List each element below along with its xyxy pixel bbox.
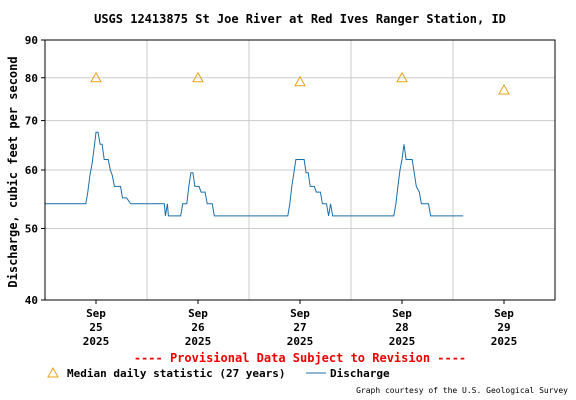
x-tick-label: 2025 — [287, 335, 314, 348]
provisional-warning: ---- Provisional Data Subject to Revisio… — [134, 351, 466, 365]
plot-area-border — [44, 39, 556, 301]
median-marker — [498, 83, 510, 95]
median-marker-layer — [90, 71, 510, 95]
x-tick-layer: Sep252025Sep262025Sep272025Sep282025Sep2… — [83, 300, 518, 348]
x-tick-label: 27 — [293, 321, 306, 334]
x-tick-label: Sep — [188, 307, 208, 320]
median-marker — [192, 71, 204, 83]
y-tick-label: 50 — [25, 222, 38, 235]
grid-layer — [45, 40, 555, 300]
y-tick-label: 70 — [25, 115, 38, 128]
x-tick-label: 2025 — [491, 335, 518, 348]
median-marker — [396, 71, 408, 83]
credit-text: Graph courtesy of the U.S. Geological Su… — [356, 386, 568, 395]
x-tick-label: 2025 — [185, 335, 212, 348]
y-tick-label: 90 — [25, 34, 38, 47]
y-tick-label: 80 — [25, 72, 38, 85]
x-tick-label: 25 — [89, 321, 102, 334]
x-tick-label: 2025 — [83, 335, 110, 348]
x-tick-label: Sep — [86, 307, 106, 320]
legend: Median daily statistic (27 years) Discha… — [47, 366, 390, 380]
y-axis-label: Discharge, cubic feet per second — [6, 56, 20, 287]
x-tick-label: 26 — [191, 321, 205, 334]
chart-title: USGS 12413875 St Joe River at Red Ives R… — [94, 12, 506, 26]
y-tick-layer: 40 50 60 70 80 90 — [25, 34, 45, 307]
discharge-series-line — [45, 131, 464, 217]
x-tick-label: 29 — [497, 321, 510, 334]
y-tick-label: 40 — [25, 294, 38, 307]
x-tick-label: Sep — [290, 307, 310, 320]
median-marker — [90, 71, 102, 83]
x-tick-label: Sep — [494, 307, 514, 320]
median-marker — [294, 75, 306, 87]
x-tick-label: 2025 — [389, 335, 416, 348]
x-tick-label: 28 — [395, 321, 408, 334]
legend-median-marker — [47, 366, 59, 378]
legend-median-label: Median daily statistic (27 years) — [67, 367, 286, 380]
y-tick-label: 60 — [25, 164, 38, 177]
x-tick-label: Sep — [392, 307, 412, 320]
legend-discharge-label: Discharge — [330, 367, 390, 380]
